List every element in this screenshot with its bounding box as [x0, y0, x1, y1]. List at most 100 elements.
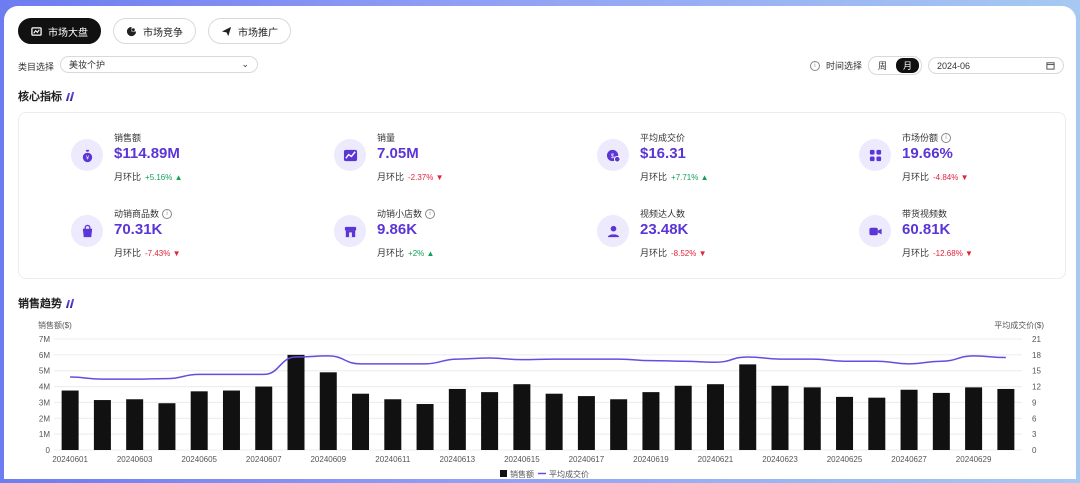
kpi-name: 动销小店数 i [377, 207, 436, 220]
kpi-name-text: 市场份额 [902, 133, 939, 143]
section-title-text: 核心指标 [18, 91, 62, 103]
info-icon[interactable]: i [162, 208, 173, 219]
y2-tick-label: 0 [1032, 446, 1037, 455]
y2-tick-label: 18 [1032, 351, 1041, 360]
x-tick-label: 20240617 [569, 455, 605, 464]
info-icon: i [809, 60, 820, 71]
info-icon[interactable]: i [941, 132, 952, 143]
kpi-item: 视频达人数 23.48K 月环比 -8.52% ▼ [597, 207, 797, 259]
kpi-item: $ 平均成交价 $16.31 月环比 +7.71% ▲ [597, 131, 797, 183]
kpi-compare: 月环比 -2.37% ▼ [377, 170, 444, 183]
bar [900, 389, 918, 450]
x-tick-label: 20240615 [504, 455, 540, 464]
kpi-compare-label: 月环比 [902, 172, 930, 182]
tab-market-overview[interactable]: 市场大盘 [18, 18, 101, 44]
kpi-value: 7.05M [377, 145, 419, 162]
bar [158, 403, 176, 450]
kpi-compare-label: 月环比 [114, 248, 142, 258]
bar [126, 399, 144, 450]
bar [965, 387, 983, 450]
chart-board-icon [31, 26, 42, 36]
kpi-change: -8.52% ▼ [671, 249, 707, 258]
bar [384, 399, 402, 450]
bar [222, 390, 240, 450]
x-tick-label: 20240619 [633, 455, 669, 464]
x-tick-label: 20240611 [375, 455, 411, 464]
period-month-button[interactable]: 月 [895, 58, 919, 73]
kpi-name: 动销商品数 i [114, 207, 173, 220]
kpi-item: 动销商品数 i 70.31K 月环比 -7.43% ▼ [71, 207, 271, 259]
legend-bar-swatch [500, 470, 507, 477]
bar [868, 397, 886, 450]
svg-text:$: $ [610, 152, 614, 159]
avg-price-line [70, 355, 1006, 380]
bar [706, 384, 724, 450]
x-tick-label: 20240629 [956, 455, 992, 464]
title-decoration-icon [65, 298, 75, 308]
kpi-change: -7.43% ▼ [145, 249, 181, 258]
category-select[interactable]: 美妆个护 ⌄ [60, 56, 258, 73]
kpi-icon-wrap [71, 215, 103, 247]
kpi-icon-wrap [597, 215, 629, 247]
kpi-name-text: 动销小店数 [377, 209, 423, 219]
bar [803, 387, 821, 450]
kpi-name: 视频达人数 [640, 207, 685, 220]
kpi-change: -12.68% ▼ [933, 249, 973, 258]
send-icon [221, 26, 232, 36]
bar [997, 388, 1015, 450]
legend-line-label: 平均成交价 [549, 469, 589, 479]
kpi-icon-wrap [859, 215, 891, 247]
tab-market-competition[interactable]: 市场竞争 [113, 18, 196, 44]
bar [416, 404, 434, 450]
period-week-button[interactable]: 周 [877, 61, 887, 71]
period-toggle: 周 月 [867, 56, 922, 75]
shopping-bag-icon [82, 224, 92, 237]
bar [674, 385, 692, 450]
kpi-change: -4.84% ▼ [933, 173, 969, 182]
tab-label: 市场大盘 [48, 27, 88, 39]
kpi-name-text: 带货视频数 [902, 209, 948, 219]
price-coin-icon: $ [606, 149, 621, 163]
kpi-value: $16.31 [640, 145, 686, 162]
bar [836, 396, 854, 450]
competition-icon [126, 26, 137, 36]
bar [93, 400, 111, 450]
kpi-compare-label: 月环比 [640, 248, 668, 258]
bar [739, 364, 757, 450]
category-label: 类目选择 [18, 62, 55, 72]
kpi-compare-label: 月环比 [377, 248, 405, 258]
sales-trend-title: 销售趋势 [18, 295, 75, 311]
bar [61, 390, 79, 450]
info-icon[interactable]: i [425, 208, 436, 219]
x-tick-label: 20240621 [698, 455, 734, 464]
x-tick-label: 20240601 [52, 455, 88, 464]
kpi-compare: 月环比 -7.43% ▼ [114, 246, 181, 259]
kpi-icon-wrap: $ [597, 139, 629, 171]
y-tick-label: 6M [39, 351, 50, 360]
kpi-name: 平均成交价 [640, 131, 685, 144]
kpi-compare: 月环比 -8.52% ▼ [640, 246, 707, 259]
tab-market-promotion[interactable]: 市场推广 [208, 18, 291, 44]
video-icon [868, 227, 882, 235]
time-filter: i 时间选择 周 月 2024-06 [809, 56, 1064, 75]
kpi-name: 带货视频数 [902, 207, 947, 220]
x-tick-label: 20240627 [891, 455, 927, 464]
chart-canvas: 销售额($) 平均成交价($) 0 1M 2M 3M 4M 5M 6M 7M 0 3 6 9 12 15 18 2… [38, 320, 1044, 479]
y-tick-label: 0 [46, 446, 51, 455]
month-picker[interactable]: 2024-06 [928, 57, 1064, 74]
title-decoration-icon [65, 91, 75, 101]
kpi-name: 销售额 [114, 131, 141, 144]
bar [771, 385, 789, 450]
store-icon [344, 226, 356, 237]
kpi-item: 市场份额 i 19.66% 月环比 -4.84% ▼ [859, 131, 1059, 183]
bar [610, 399, 628, 450]
trend-chart-icon [343, 149, 357, 161]
time-label: 时间选择 [825, 61, 862, 71]
y2-tick-label: 9 [1032, 398, 1037, 407]
y-tick-label: 5M [39, 367, 50, 376]
bar [545, 393, 563, 450]
section-title-text: 销售趋势 [18, 298, 62, 310]
tab-label: 市场竞争 [143, 27, 183, 39]
x-tick-label: 20240623 [762, 455, 798, 464]
core-metrics-card: ¥ 销售额 $114.89M 月环比 +5.16% ▲ 销量 7.05M 月环比 -2.37% … [18, 112, 1066, 279]
